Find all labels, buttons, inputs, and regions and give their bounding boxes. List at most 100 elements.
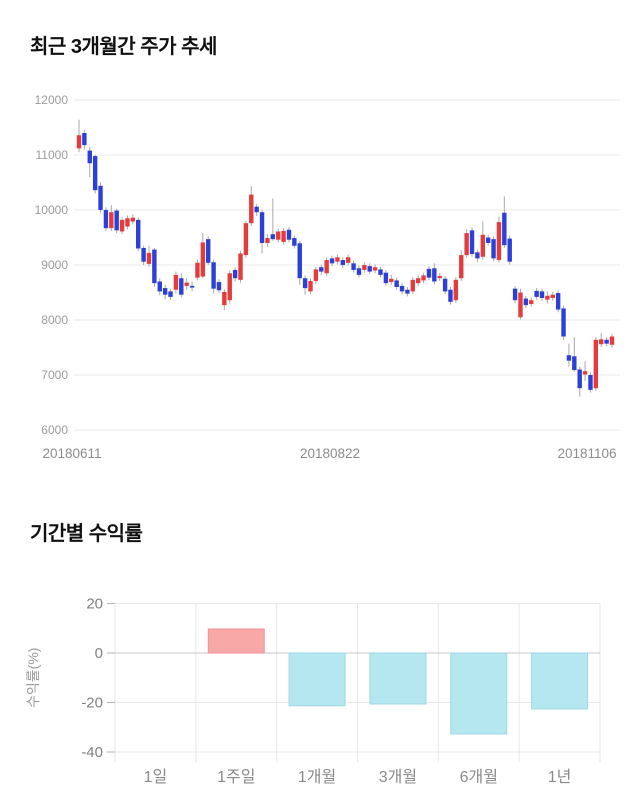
candle-up [109, 212, 114, 229]
candle-up [345, 257, 351, 263]
returns-chart-title: 기간별 수익률 [30, 523, 143, 545]
candle-down [152, 249, 157, 284]
candle-up [76, 135, 82, 149]
candle-down [502, 212, 507, 246]
candle-up [410, 279, 415, 292]
returns-category-label: 1주일 [217, 768, 255, 786]
candle-down [211, 262, 216, 289]
candle-down [168, 291, 173, 297]
return-bar-negative [288, 652, 346, 707]
candle-down [561, 308, 566, 337]
returns-y-axis-label: 수익률(%) [25, 648, 41, 708]
candle-down [270, 234, 276, 240]
candle-up [453, 279, 459, 301]
candle-down [539, 291, 545, 298]
candle-up [372, 267, 378, 271]
candle-up [421, 275, 426, 281]
candle-up [308, 280, 313, 292]
candle-down [254, 206, 259, 213]
candle-up [313, 269, 319, 281]
return-bar-negative [531, 652, 589, 710]
candle-down [351, 263, 356, 270]
candle-down [98, 185, 103, 210]
candle-down [507, 238, 512, 262]
candle-up [480, 234, 485, 257]
price-y-tick-label: 11000 [36, 148, 69, 162]
candle-down [448, 289, 453, 302]
candle-up [276, 231, 281, 240]
candle-down [604, 339, 609, 344]
candle-down [566, 355, 572, 361]
candle-up [496, 222, 502, 261]
candle-down [485, 237, 491, 243]
price-x-tick-label: 20180611 [42, 446, 101, 461]
candle-up [146, 252, 152, 264]
candle-down [555, 293, 561, 310]
candle-up [324, 260, 329, 274]
candle-down [232, 269, 238, 279]
candle-down [157, 281, 162, 292]
candle-up [184, 282, 189, 286]
candle-down [259, 212, 265, 243]
candle-down [114, 210, 119, 231]
candle-up [265, 238, 270, 243]
candle-down [162, 288, 168, 295]
candle-down [141, 247, 146, 262]
candle-up [550, 294, 555, 298]
candle-down [292, 238, 297, 246]
candle-down [399, 285, 405, 292]
candle-down [426, 268, 432, 278]
returns-category-label: 1개월 [298, 768, 336, 786]
candle-up [599, 339, 604, 345]
candle-down [367, 266, 372, 272]
price-candlestick-chart: 12000 11000 10000 9000 8000 7000 6000 20180611 2… [35, 93, 620, 461]
price-y-tick-label: 12000 [35, 93, 69, 107]
candle-up [195, 262, 200, 278]
candle-down [577, 369, 582, 389]
candle-down [405, 289, 410, 294]
candle-down [469, 230, 475, 254]
candle-down [92, 156, 98, 191]
candle-up [281, 230, 286, 242]
candle-down [179, 278, 184, 295]
candle-up [200, 242, 206, 277]
candle-up [529, 300, 534, 305]
returns-y-tick-label: -20 [81, 695, 103, 712]
price-x-tick-label: 20181106 [557, 446, 616, 461]
candle-down [136, 219, 141, 249]
candle-down [319, 267, 324, 272]
candle-up [335, 257, 340, 262]
candle-down [534, 290, 539, 297]
price-y-tick-label: 9000 [41, 258, 68, 272]
candle-down [216, 282, 222, 291]
returns-category-label: 1년 [548, 768, 572, 786]
price-y-tick-label: 8000 [41, 313, 68, 327]
returns-y-tick-label: 20 [86, 596, 103, 613]
candle-up [130, 217, 136, 222]
candle-down [383, 272, 389, 284]
candle-up [173, 274, 179, 290]
candle-down [491, 239, 496, 259]
candle-up [222, 291, 227, 306]
candle-up [437, 276, 442, 279]
return-bar-negative [369, 652, 427, 705]
candle-up [389, 278, 394, 283]
candle-up [362, 265, 367, 270]
candle-down [329, 258, 335, 264]
candle-up [464, 233, 469, 256]
candle-down [82, 133, 87, 146]
candle-up [238, 253, 243, 280]
candle-up [545, 295, 550, 300]
price-y-tick-label: 10000 [35, 203, 69, 217]
candle-down [442, 278, 448, 292]
candle-down [432, 268, 437, 282]
returns-category-label: 1일 [144, 768, 168, 786]
return-bar-positive [207, 628, 265, 654]
candle-down [523, 298, 529, 306]
returns-bar-chart: 20 0 -20 -40 1일 1주일 1개월 3개월 6개월 1년 수익률(%) [25, 596, 601, 786]
candle-down [206, 239, 211, 263]
return-bar-negative [450, 652, 508, 735]
candle-up [243, 223, 249, 256]
candle-down [297, 243, 302, 279]
